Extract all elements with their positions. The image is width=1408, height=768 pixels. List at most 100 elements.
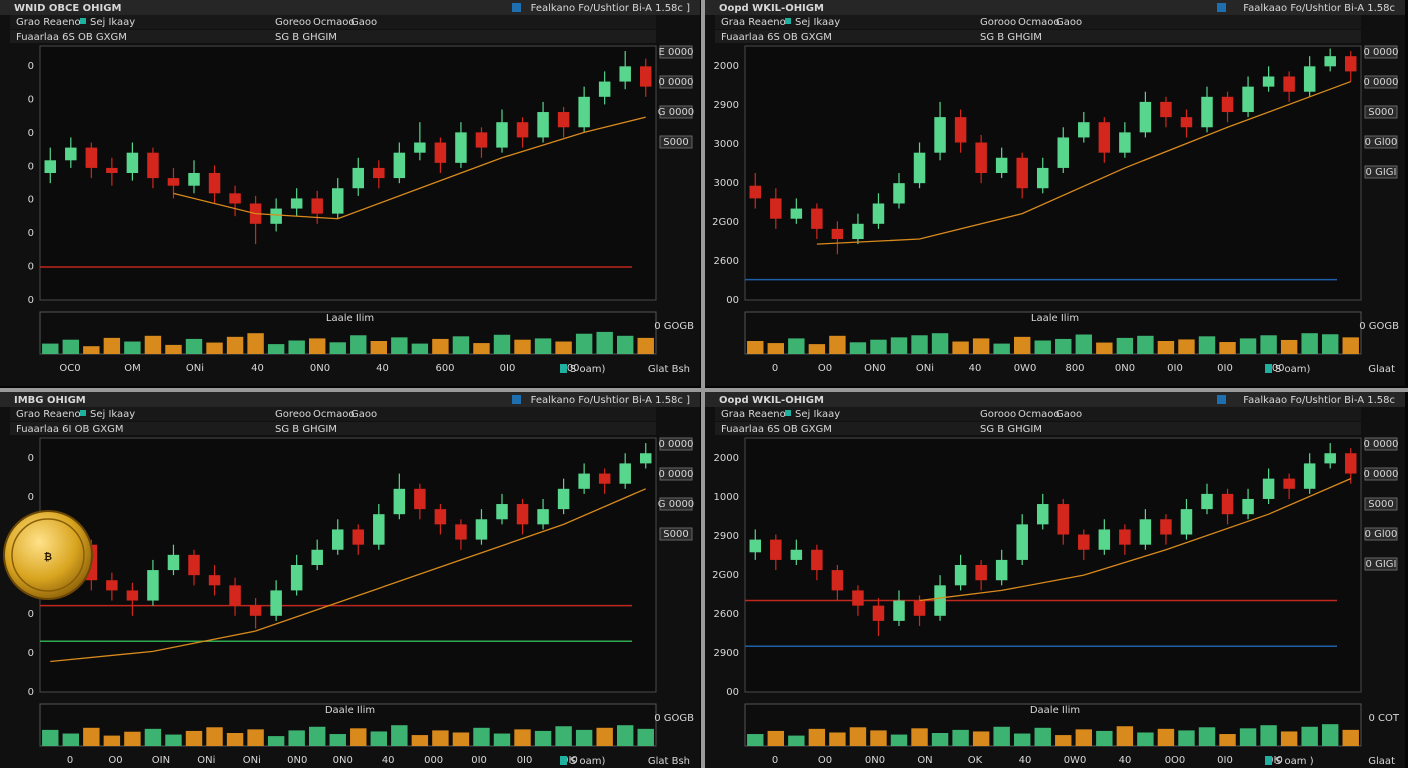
x-label: O0 <box>818 755 832 766</box>
candle-body <box>1303 463 1316 489</box>
volume-bar <box>391 725 408 746</box>
candle-body <box>1160 519 1172 535</box>
candle-body <box>414 142 426 153</box>
candle-body <box>1242 498 1254 515</box>
x-label: 0 <box>772 363 778 374</box>
price-tag: 0 Gl00 <box>1365 137 1398 148</box>
volume-bar <box>1198 336 1216 354</box>
volume-bar <box>267 344 285 354</box>
tab: Gaoo <box>1056 17 1082 28</box>
candle-body <box>44 160 57 173</box>
legend: S oam) <box>570 756 606 767</box>
candle-body <box>1016 157 1028 189</box>
volume-bar <box>267 736 285 746</box>
candle-body <box>1262 76 1275 87</box>
volume-bar <box>637 337 654 354</box>
volume-bar <box>616 725 634 746</box>
candle-body <box>619 463 631 484</box>
volume-bar <box>596 727 613 746</box>
legend-icon <box>560 364 567 373</box>
candle-body <box>516 122 529 138</box>
x-label: 0N0 <box>310 363 330 374</box>
volume-bar <box>493 334 511 354</box>
price-tag-box <box>659 527 693 541</box>
volume-bar <box>1055 735 1072 746</box>
volume-bar <box>452 336 470 354</box>
y-label: 0 <box>28 492 34 503</box>
candle-body <box>1303 66 1316 92</box>
tab: Gorooo <box>980 409 1016 420</box>
price-tag-box <box>659 135 693 149</box>
candle-body <box>790 208 803 219</box>
candle-body <box>1139 101 1152 133</box>
y-label: 3000 <box>714 139 739 150</box>
coin-symbol: ₿ <box>44 551 52 563</box>
x-label: OM <box>124 363 141 374</box>
volume-bar <box>575 729 593 746</box>
volume-bar <box>829 732 846 746</box>
volume-bar <box>931 333 949 354</box>
candle-body <box>1098 122 1111 153</box>
volume-bar <box>788 338 805 354</box>
footer: Glaat <box>1368 364 1395 375</box>
candle-body <box>619 66 631 82</box>
tab: Sej Ikaay <box>795 409 840 420</box>
x-label: 0I0 <box>471 755 487 766</box>
price-tag: 0 GIGI <box>1366 167 1397 178</box>
y-label: 2600 <box>714 256 739 267</box>
y-label: 0 <box>28 609 34 620</box>
candle-body <box>1119 132 1131 153</box>
volume-bar <box>165 344 182 354</box>
price-tag-box <box>659 467 693 481</box>
x-label: OC0 <box>59 363 80 374</box>
candle-body <box>954 565 967 586</box>
plot-frame <box>39 437 657 693</box>
volume-title: Laale Ilim <box>1031 313 1079 324</box>
candle-body <box>790 549 803 560</box>
subheader <box>10 30 656 43</box>
x-label: 40 <box>382 755 395 766</box>
x-label: 800 <box>1265 363 1284 374</box>
candle-body <box>290 565 303 591</box>
price-tag: G 0000 <box>658 499 694 510</box>
candle-body <box>852 223 864 240</box>
volume-bar <box>1178 730 1195 746</box>
x-label: ONi <box>197 755 215 766</box>
header-bar <box>705 392 1405 407</box>
toolbar <box>10 407 656 421</box>
x-label: 0N0 <box>287 755 307 766</box>
volume-bar <box>1178 339 1195 354</box>
volume-title: Daale Ilim <box>1030 705 1080 716</box>
moving-average <box>919 478 1351 602</box>
volume-bar <box>911 728 928 746</box>
y-label: 0 <box>28 94 34 105</box>
volume-bar <box>616 335 634 354</box>
volume-bar <box>575 333 593 354</box>
x-label: 0W0 <box>1014 363 1037 374</box>
candle-body <box>414 488 426 510</box>
volume-bar <box>911 335 928 354</box>
candle-body <box>1057 504 1070 535</box>
subtitle: Fuaarlaa 6S OB GXGM <box>16 32 127 43</box>
price-tag: 0 0000 <box>1364 47 1399 58</box>
header-bar <box>0 0 700 15</box>
header-icon <box>1217 3 1226 12</box>
x-label: 0N0 <box>1115 363 1135 374</box>
volume-bar <box>329 342 346 354</box>
volume-bar <box>1137 732 1154 746</box>
tab: Goreoo <box>275 409 311 420</box>
candle-body <box>331 188 344 214</box>
volume-bar <box>972 338 990 354</box>
volume-bar <box>124 341 141 354</box>
x-label: 0I0 <box>1167 363 1183 374</box>
volume-bar <box>411 343 429 354</box>
x-label: OK <box>968 755 983 766</box>
tab: Sej Ikaay <box>90 17 135 28</box>
volume-bar <box>473 343 490 354</box>
price-tag-box <box>1364 165 1398 179</box>
toolbar <box>715 15 1361 29</box>
candle-body <box>1180 117 1193 128</box>
volume-bar <box>514 729 531 746</box>
y-label: 2900 <box>714 100 739 111</box>
price-tag-box <box>1364 467 1398 481</box>
